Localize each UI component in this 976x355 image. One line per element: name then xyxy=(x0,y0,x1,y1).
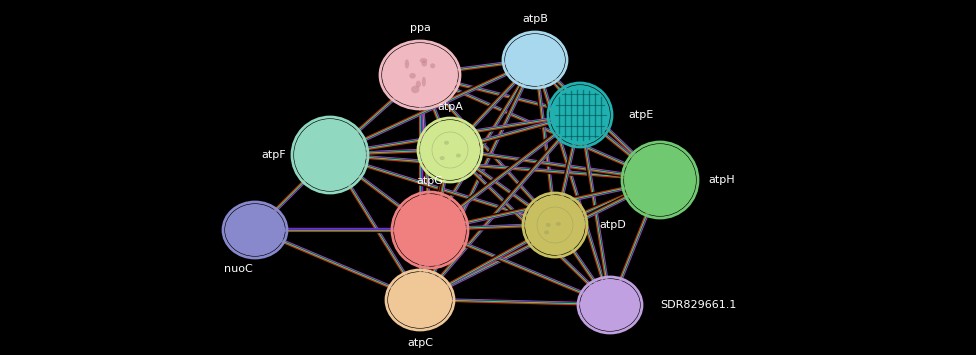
Ellipse shape xyxy=(456,154,461,158)
Text: atpG: atpG xyxy=(417,176,443,186)
Ellipse shape xyxy=(580,279,640,331)
Ellipse shape xyxy=(505,34,565,86)
Ellipse shape xyxy=(444,141,449,145)
Text: nuoC: nuoC xyxy=(224,264,253,274)
Text: atpD: atpD xyxy=(599,220,626,230)
Ellipse shape xyxy=(409,73,416,79)
Ellipse shape xyxy=(624,144,696,216)
Ellipse shape xyxy=(439,156,445,160)
Ellipse shape xyxy=(430,63,435,69)
Ellipse shape xyxy=(422,60,427,67)
Ellipse shape xyxy=(294,119,366,191)
Ellipse shape xyxy=(544,230,549,234)
Ellipse shape xyxy=(422,77,426,87)
Ellipse shape xyxy=(550,85,610,145)
Text: ppa: ppa xyxy=(410,23,430,33)
Text: atpH: atpH xyxy=(708,175,735,185)
Ellipse shape xyxy=(546,223,550,227)
Text: atpF: atpF xyxy=(262,150,286,160)
Ellipse shape xyxy=(525,195,585,255)
Ellipse shape xyxy=(405,59,409,69)
Ellipse shape xyxy=(388,272,452,328)
Text: atpC: atpC xyxy=(407,338,433,348)
Ellipse shape xyxy=(416,81,421,88)
Ellipse shape xyxy=(394,194,466,266)
Ellipse shape xyxy=(420,58,427,63)
Text: atpB: atpB xyxy=(522,14,548,24)
Ellipse shape xyxy=(555,222,561,226)
Ellipse shape xyxy=(420,120,480,180)
Text: SDR829661.1: SDR829661.1 xyxy=(660,300,736,310)
Text: atpE: atpE xyxy=(628,110,653,120)
Text: atpA: atpA xyxy=(437,102,463,112)
Ellipse shape xyxy=(382,43,458,107)
Ellipse shape xyxy=(411,86,420,93)
Ellipse shape xyxy=(225,204,285,256)
